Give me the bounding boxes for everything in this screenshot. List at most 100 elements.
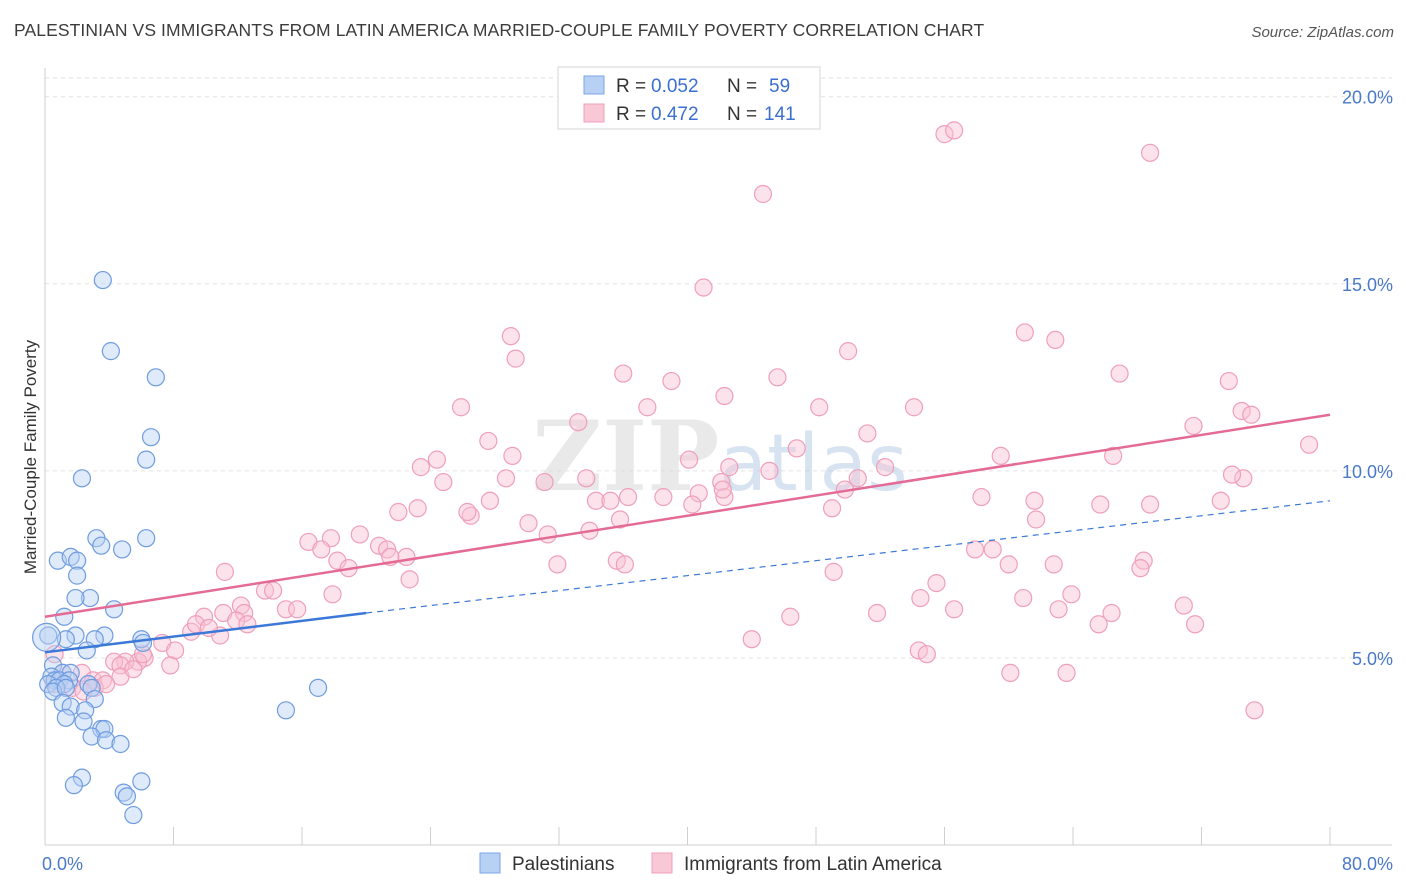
bottom-legend-swatch-pink	[651, 852, 673, 874]
data-point-latin-america	[683, 495, 702, 514]
data-point-latin-america	[389, 502, 408, 522]
x-tick-label: 80.0%	[1342, 854, 1393, 874]
data-point-latin-america	[350, 525, 369, 544]
data-point-latin-america	[586, 491, 606, 510]
data-point-latin-america	[1245, 701, 1264, 720]
data-point-palestinians	[308, 678, 328, 697]
data-point-latin-america	[1219, 371, 1238, 391]
data-point-latin-america	[1174, 596, 1193, 615]
data-point-latin-america	[263, 581, 283, 600]
data-point-latin-america	[945, 121, 964, 140]
data-point-latin-america	[1057, 663, 1076, 682]
axes	[44, 68, 1392, 846]
bottom-legend-label-2: Immigrants from Latin America	[684, 854, 942, 875]
bottom-legend-swatch-blue	[479, 852, 501, 874]
data-point-latin-america	[1091, 495, 1110, 514]
data-point-palestinians	[64, 776, 84, 795]
data-point-latin-america	[1131, 559, 1150, 578]
legend-swatch-pink	[583, 103, 605, 123]
data-point-latin-america	[927, 573, 946, 593]
data-point-palestinians	[68, 551, 87, 570]
data-point-palestinians	[68, 566, 87, 585]
data-point-latin-america	[999, 555, 1018, 574]
data-point-latin-america	[615, 555, 634, 574]
data-point-palestinians	[56, 708, 75, 727]
data-point-latin-america	[1140, 495, 1160, 514]
data-point-palestinians	[276, 701, 296, 720]
legend-r-value-1: 0.052	[651, 76, 699, 97]
data-point-palestinians	[55, 607, 74, 626]
trend-lines	[44, 413, 1331, 654]
data-point-palestinians	[93, 270, 112, 290]
data-point-latin-america	[839, 342, 858, 361]
data-point-latin-america	[1015, 323, 1034, 342]
data-point-latin-america	[1110, 364, 1129, 383]
data-point-latin-america	[935, 125, 954, 144]
data-point-palestinians	[66, 588, 85, 608]
y-tick-label: 5.0%	[1352, 649, 1393, 669]
data-point-latin-america	[614, 364, 633, 383]
data-point-palestinians	[74, 712, 93, 731]
series-palestinians	[32, 270, 328, 825]
data-point-latin-america	[753, 184, 773, 204]
data-point-palestinians	[77, 641, 96, 660]
data-point-latin-america	[787, 439, 806, 458]
data-point-latin-america	[712, 472, 731, 492]
data-point-latin-america	[1104, 446, 1123, 465]
data-point-latin-america	[1234, 469, 1253, 488]
bottom-legend: Palestinians Immigrants from Latin Ameri…	[479, 852, 942, 875]
data-point-latin-america	[323, 585, 342, 604]
data-point-latin-america	[1001, 663, 1020, 682]
data-point-latin-america	[654, 487, 673, 507]
data-point-palestinians	[146, 368, 165, 387]
data-point-latin-america	[983, 540, 1002, 559]
data-point-palestinians	[137, 529, 156, 548]
data-point-latin-america	[875, 458, 895, 477]
data-point-latin-america	[911, 588, 930, 608]
x-tick-label: 0.0%	[42, 854, 83, 874]
chart-title: PALESTINIAN VS IMMIGRANTS FROM LATIN AME…	[14, 20, 985, 40]
legend-n-label-2: N =	[727, 104, 757, 125]
data-point-latin-america	[519, 514, 538, 533]
data-point-latin-america	[1062, 585, 1081, 604]
data-point-latin-america	[610, 510, 630, 529]
data-point-latin-america	[662, 371, 681, 391]
data-point-latin-america	[288, 600, 307, 619]
data-point-latin-america	[768, 368, 787, 387]
data-point-latin-america	[161, 656, 180, 675]
data-point-palestinians	[56, 630, 75, 649]
data-point-palestinians	[104, 600, 124, 619]
data-point-latin-america	[451, 398, 471, 417]
data-point-latin-america	[1014, 588, 1033, 608]
data-point-latin-america	[1300, 435, 1319, 454]
data-point-latin-america	[506, 349, 525, 368]
y-tick-label: 10.0%	[1342, 462, 1393, 482]
legend-n-value-1: 59	[769, 76, 790, 97]
data-point-latin-america	[694, 278, 713, 297]
data-point-latin-america	[548, 555, 567, 574]
data-point-latin-america	[501, 327, 520, 346]
data-point-latin-america	[434, 472, 453, 492]
legend-r-label-1: R =	[616, 76, 646, 97]
data-point-palestinians	[101, 342, 120, 361]
data-point-latin-america	[1044, 555, 1063, 574]
bottom-legend-label-1: Palestinians	[512, 854, 614, 875]
data-point-latin-america	[1232, 401, 1251, 421]
data-point-palestinians	[80, 588, 100, 608]
data-point-latin-america	[538, 525, 557, 544]
legend-n-label-1: N =	[727, 76, 757, 97]
data-point-latin-america	[312, 540, 331, 559]
data-point-palestinians	[82, 727, 101, 746]
data-point-latin-america	[781, 607, 800, 626]
watermark-zip: ZIP	[532, 400, 719, 513]
data-point-latin-america	[503, 446, 522, 465]
y-tick-label: 15.0%	[1342, 275, 1393, 295]
data-point-palestinians	[82, 678, 101, 697]
data-point-latin-america	[638, 398, 657, 417]
data-point-latin-america	[904, 398, 924, 417]
data-point-latin-america	[535, 472, 554, 492]
data-point-latin-america	[858, 424, 877, 443]
y-axis-label: Married-Couple Family Poverty	[21, 339, 40, 574]
legend-box: R = 0.052 N = 59 R = 0.472 N = 141	[557, 66, 821, 130]
data-point-latin-america	[715, 386, 734, 406]
